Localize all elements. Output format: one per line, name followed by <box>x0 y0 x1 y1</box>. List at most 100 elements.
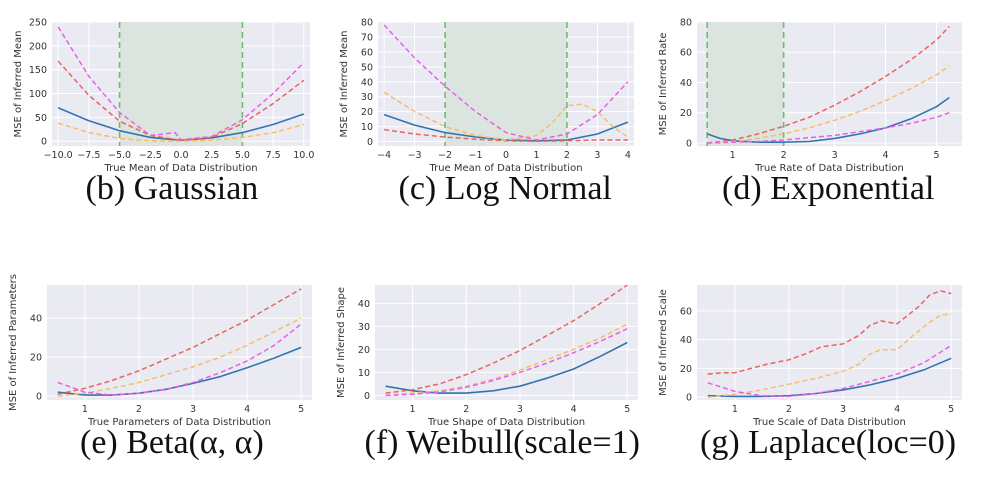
y-tick-label: 50 <box>35 113 47 124</box>
chart-panel-c: −4 −3 −2 −1 0 1 2 3 4 0 10 20 30 40 50 60 70 80 True Mean … <box>318 12 654 186</box>
y-axis-label: MSE of Inferred Mean <box>13 30 24 137</box>
caption-f: (f) Weibull(scale=1) <box>364 424 640 461</box>
x-tick-label: −1 <box>469 150 483 161</box>
y-tick-label: 80 <box>361 18 373 29</box>
y-tick-label: 70 <box>361 32 373 43</box>
series-line-2 <box>707 65 950 144</box>
series-line-3 <box>385 328 628 397</box>
shaded-region <box>445 22 567 146</box>
y-axis-label: MSE of Inferred Shape <box>336 287 347 398</box>
chart-panel-b: −10.0 −7.5 −5.0 −2.5 0.0 2.5 5.0 7.5 10.0 0 50 100 1… <box>0 12 330 186</box>
series-line-1 <box>57 60 305 142</box>
shaded-region <box>707 22 784 146</box>
y-tick-label: 40 <box>361 77 373 88</box>
y-tick-label: 200 <box>29 41 47 52</box>
chart-panel-e: 1 2 3 4 5 0 20 40 True Parameters of Data Distri… <box>0 274 332 440</box>
caption-g: (g) Laplace(loc=0) <box>700 424 957 461</box>
x-axis-label: True Shape of Data Distribution <box>427 417 585 428</box>
x-axis-label: True Rate of Data Distribution <box>754 163 904 174</box>
x-tick-label: 5 <box>948 404 954 415</box>
y-axis-label: MSE of Inferred Rate <box>658 33 669 136</box>
y-tick-label: 20 <box>361 107 373 118</box>
plot-area <box>697 285 962 400</box>
y-tick-label: 50 <box>361 62 373 73</box>
y-tick-label: 80 <box>680 18 692 29</box>
x-axis-label: True Parameters of Data Distribution <box>87 417 271 428</box>
x-tick-label: 3 <box>190 404 196 415</box>
chart-svg-e: 1 2 3 4 5 0 20 40 True Parameters of Data Distri… <box>8 274 312 428</box>
chart-panel-g: 1 2 3 4 5 0 20 40 60 True Scale of Data Distribut… <box>637 275 982 440</box>
x-axis-label: True Mean of Data Distribution <box>103 163 257 174</box>
x-tick-label: 1 <box>730 150 736 161</box>
x-tick-label: 3 <box>840 404 846 415</box>
chart-svg-d: 1 2 3 4 5 0 20 40 60 80 True Rate of Data Distribu… <box>658 18 962 174</box>
caption-c: (c) Log Normal <box>398 170 612 207</box>
x-tick-label: 0 <box>503 150 509 161</box>
x-tick-label: −5.0 <box>108 150 131 161</box>
y-tick-label: 60 <box>680 306 692 317</box>
y-tick-label: 0 <box>367 137 373 148</box>
plot-area <box>375 285 638 400</box>
x-tick-label: 1 <box>732 404 738 415</box>
x-tick-label: 4 <box>244 404 250 415</box>
y-tick-label: 0 <box>41 137 47 148</box>
y-tick-label: 0 <box>686 393 692 404</box>
chart-panel-f: 1 2 3 4 5 0 10 20 30 40 True Shape of Data Distrib… <box>315 275 658 440</box>
caption-e: (e) Beta(α, α) <box>80 424 264 461</box>
y-tick-label: 150 <box>29 65 47 76</box>
x-tick-label: 5 <box>298 404 304 415</box>
series-line-1 <box>383 128 628 142</box>
x-tick-label: 5 <box>933 150 939 161</box>
x-tick-label: 1 <box>533 150 539 161</box>
x-axis-label: True Scale of Data Distribution <box>752 417 906 428</box>
y-tick-label: 20 <box>358 345 370 356</box>
series-line-2 <box>57 122 305 142</box>
x-tick-label: 4 <box>625 150 631 161</box>
series-line-3 <box>57 323 302 396</box>
y-axis-label: MSE of Inferred Mean <box>339 30 350 137</box>
caption-d: (d) Exponential <box>722 170 935 207</box>
x-tick-label: 4 <box>883 150 889 161</box>
x-tick-label: −7.5 <box>77 150 100 161</box>
series-line-1 <box>57 288 302 395</box>
y-tick-label: 250 <box>29 18 47 29</box>
chart-svg-b: −10.0 −7.5 −5.0 −2.5 0.0 2.5 5.0 7.5 10.0 0 50 100 1… <box>13 18 314 175</box>
x-tick-label: 1 <box>410 404 416 415</box>
x-tick-label: 4 <box>571 404 577 415</box>
x-tick-label: 5.0 <box>235 150 250 161</box>
series-line-2 <box>57 317 302 397</box>
y-tick-label: 20 <box>30 353 42 364</box>
x-tick-label: 10.0 <box>293 150 314 161</box>
y-tick-label: 0 <box>36 392 42 403</box>
x-tick-label: 7.5 <box>266 150 281 161</box>
y-tick-label: 20 <box>680 108 692 119</box>
caption-b: (b) Gaussian <box>85 170 259 207</box>
chart-svg-g: 1 2 3 4 5 0 20 40 60 True Scale of Data Distribut… <box>658 285 962 428</box>
y-tick-label: 20 <box>680 364 692 375</box>
y-tick-label: 0 <box>686 138 692 149</box>
x-tick-label: 5 <box>624 404 630 415</box>
x-tick-label: 1 <box>82 404 88 415</box>
y-tick-label: 10 <box>358 368 370 379</box>
series-line-1 <box>707 290 952 375</box>
y-tick-label: 60 <box>680 48 692 59</box>
x-tick-label: 2.5 <box>204 150 219 161</box>
x-tick-label: −4 <box>377 150 391 161</box>
x-tick-label: −3 <box>408 150 422 161</box>
series-line-3 <box>57 26 305 141</box>
y-tick-label: 10 <box>361 122 373 133</box>
y-tick-label: 30 <box>358 322 370 333</box>
x-tick-label: 2 <box>136 404 142 415</box>
y-tick-label: 0 <box>364 391 370 402</box>
series-line-2 <box>383 91 629 141</box>
chart-svg-f: 1 2 3 4 5 0 10 20 30 40 True Shape of Data Distrib… <box>336 285 638 428</box>
series-line-3 <box>383 24 629 141</box>
y-tick-label: 100 <box>29 89 47 100</box>
x-tick-label: −10.0 <box>44 150 73 161</box>
series-line-3 <box>707 344 952 398</box>
x-tick-label: 0.0 <box>173 150 188 161</box>
x-tick-label: 3 <box>832 150 838 161</box>
x-tick-label: 3 <box>517 404 523 415</box>
x-tick-label: 3 <box>594 150 600 161</box>
